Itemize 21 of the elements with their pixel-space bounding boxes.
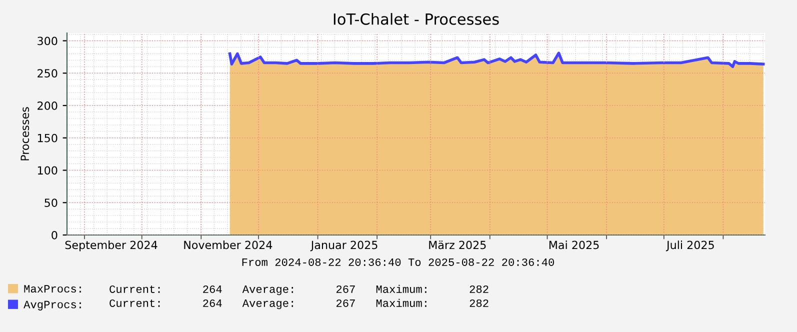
y-tick-label: 50 [44,198,58,208]
y-tick-label: 300 [38,36,58,46]
legend-label: AvgProcs: [24,300,81,310]
x-tick-label: Mai 2025 [549,240,599,250]
x-tick-label: September 2024 [65,240,158,252]
y-tick-label: 150 [38,134,58,142]
text: Current: 264 Average: 267 Maximum: 282 [110,298,488,310]
y-tick-label: 100 [38,166,58,175]
chart-title: IoT-Chalet - Processes [334,13,499,25]
line-series [228,52,765,68]
x-tick-label: November 2024 [184,240,272,250]
legend-label: MaxProcs: [24,285,81,293]
y-tick-label: 0 [52,230,58,240]
text: From 2024-08-22 20:36:40 To 2025-08-22 20:36:40 [242,258,554,266]
y-axis-title: Processes [20,107,30,160]
text: Current: 264 Average: 267 Maximum: 282 [110,284,488,296]
x-tick-label: Januar 2025 [310,240,378,252]
x-tick-label: März 2025 [429,240,486,250]
y-tick-label: 200 [38,101,58,110]
y-tick-label: 250 [38,69,58,78]
x-tick-label: Juli 2025 [666,240,714,252]
